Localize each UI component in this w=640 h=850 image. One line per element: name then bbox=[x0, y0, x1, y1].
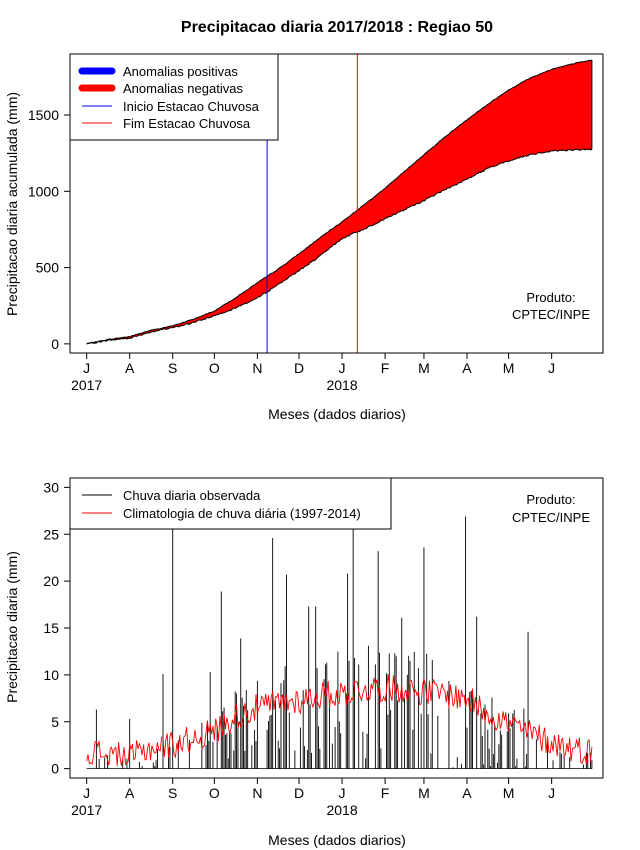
climatology-accumulated-line bbox=[86, 59, 593, 345]
y-tick-label: 25 bbox=[43, 526, 59, 542]
x-tick-label: N bbox=[252, 785, 262, 801]
legend-top: Anomalias positivas Anomalias negativas … bbox=[69, 53, 279, 141]
legend-label-start: Inicio Estacao Chuvosa bbox=[123, 99, 260, 114]
credit-org-top: CPTEC/INPE bbox=[512, 307, 590, 322]
chart-title: Precipitacao diaria 2017/2018 : Regiao 5… bbox=[181, 19, 493, 36]
legend-label-negative: Anomalias negativas bbox=[123, 81, 243, 96]
y-axis-label-bottom: Precipitacao diaria (mm) bbox=[4, 551, 20, 703]
x-tick-label: M bbox=[503, 785, 515, 801]
y-tick-label: 500 bbox=[36, 260, 60, 276]
x-tick-label: F bbox=[381, 785, 390, 801]
negative-anomaly-area bbox=[86, 60, 592, 345]
credit-label-top: Produto: bbox=[526, 290, 575, 305]
x-tick-label: D bbox=[294, 360, 304, 376]
y-tick-label: 5 bbox=[51, 714, 59, 730]
x-tick-label: M bbox=[418, 785, 430, 801]
y-axis-bottom: 0 5 10 15 20 25 30 bbox=[43, 479, 71, 777]
y-tick-label: 15 bbox=[43, 620, 59, 636]
x-axis-label-bottom: Meses (dados diarios) bbox=[268, 832, 406, 848]
y-axis-label-top: Precipitacao diaria acumulada (mm) bbox=[4, 92, 20, 316]
x-tick-label: J bbox=[339, 360, 346, 376]
y-axis-top: 0 500 1000 1500 bbox=[28, 107, 71, 352]
x-tick-label: S bbox=[168, 785, 177, 801]
anomaly-fill-group bbox=[86, 60, 592, 345]
x-tick-label: A bbox=[462, 360, 472, 376]
y-tick-label: 0 bbox=[51, 761, 59, 777]
x-tick-label: F bbox=[381, 360, 390, 376]
legend-label-observed: Chuva diaria observada bbox=[123, 488, 261, 503]
x-tick-label: J bbox=[548, 360, 555, 376]
x-tick-label: J bbox=[83, 360, 90, 376]
x-tick-label: A bbox=[462, 785, 472, 801]
x-tick-label: A bbox=[125, 360, 135, 376]
y-tick-label: 0 bbox=[51, 336, 59, 352]
x-year-label: 2018 bbox=[326, 802, 357, 818]
legend-label-end: Fim Estacao Chuvosa bbox=[123, 116, 251, 131]
credit-org-bottom: CPTEC/INPE bbox=[512, 510, 590, 525]
observed-accumulated-line bbox=[86, 148, 593, 345]
x-year-label: 2017 bbox=[71, 377, 102, 393]
x-tick-label: J bbox=[83, 785, 90, 801]
y-tick-label: 10 bbox=[43, 667, 59, 683]
x-axis-label-top: Meses (dados diarios) bbox=[268, 406, 406, 422]
climatology-daily-line bbox=[86, 674, 593, 766]
accumulated-chart: Precipitacao diaria 2017/2018 : Regiao 5… bbox=[4, 19, 604, 422]
x-tick-label: N bbox=[252, 360, 262, 376]
y-tick-label: 30 bbox=[43, 479, 59, 495]
climatology-line-group bbox=[86, 674, 593, 766]
credit-label-bottom: Produto: bbox=[526, 492, 575, 507]
legend-label-positive: Anomalias positivas bbox=[123, 64, 238, 79]
y-tick-label: 1500 bbox=[28, 107, 59, 123]
legend-bottom: Chuva diaria observada Climatologia de c… bbox=[69, 477, 392, 530]
x-tick-label: S bbox=[168, 360, 177, 376]
x-tick-label: O bbox=[209, 360, 220, 376]
observed-rain-bars bbox=[86, 516, 593, 770]
x-tick-label: J bbox=[339, 785, 346, 801]
y-tick-label: 1000 bbox=[28, 183, 59, 199]
x-tick-label: A bbox=[125, 785, 135, 801]
legend-label-climatology: Climatologia de chuva diária (1997-2014) bbox=[123, 506, 361, 521]
x-tick-label: J bbox=[548, 785, 555, 801]
x-tick-label: M bbox=[418, 360, 430, 376]
x-tick-label: O bbox=[209, 785, 220, 801]
x-tick-label: D bbox=[294, 785, 304, 801]
x-year-label: 2018 bbox=[326, 377, 357, 393]
legend-box-bottom bbox=[69, 477, 392, 530]
season-lines bbox=[266, 54, 358, 353]
accumulated-series-group bbox=[86, 59, 593, 345]
x-year-label: 2017 bbox=[71, 802, 102, 818]
y-tick-label: 20 bbox=[43, 573, 59, 589]
x-tick-label: M bbox=[503, 360, 515, 376]
